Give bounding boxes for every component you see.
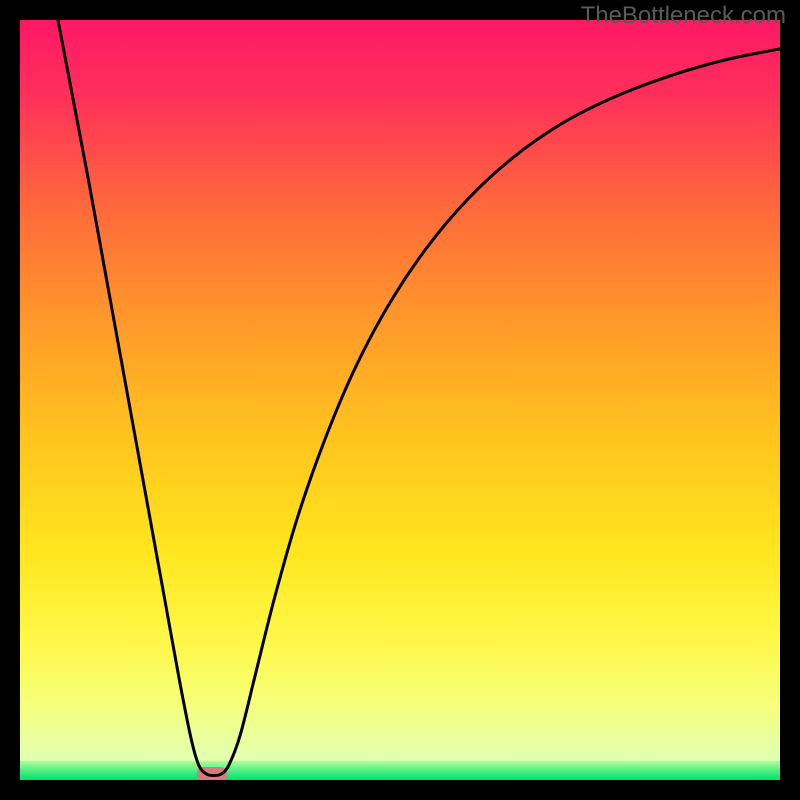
plot-area <box>20 20 780 780</box>
bottleneck-curve-path <box>58 20 780 775</box>
watermark-text: TheBottleneck.com <box>581 2 786 30</box>
bottleneck-curve <box>20 20 780 780</box>
chart-container: TheBottleneck.com <box>0 0 800 800</box>
